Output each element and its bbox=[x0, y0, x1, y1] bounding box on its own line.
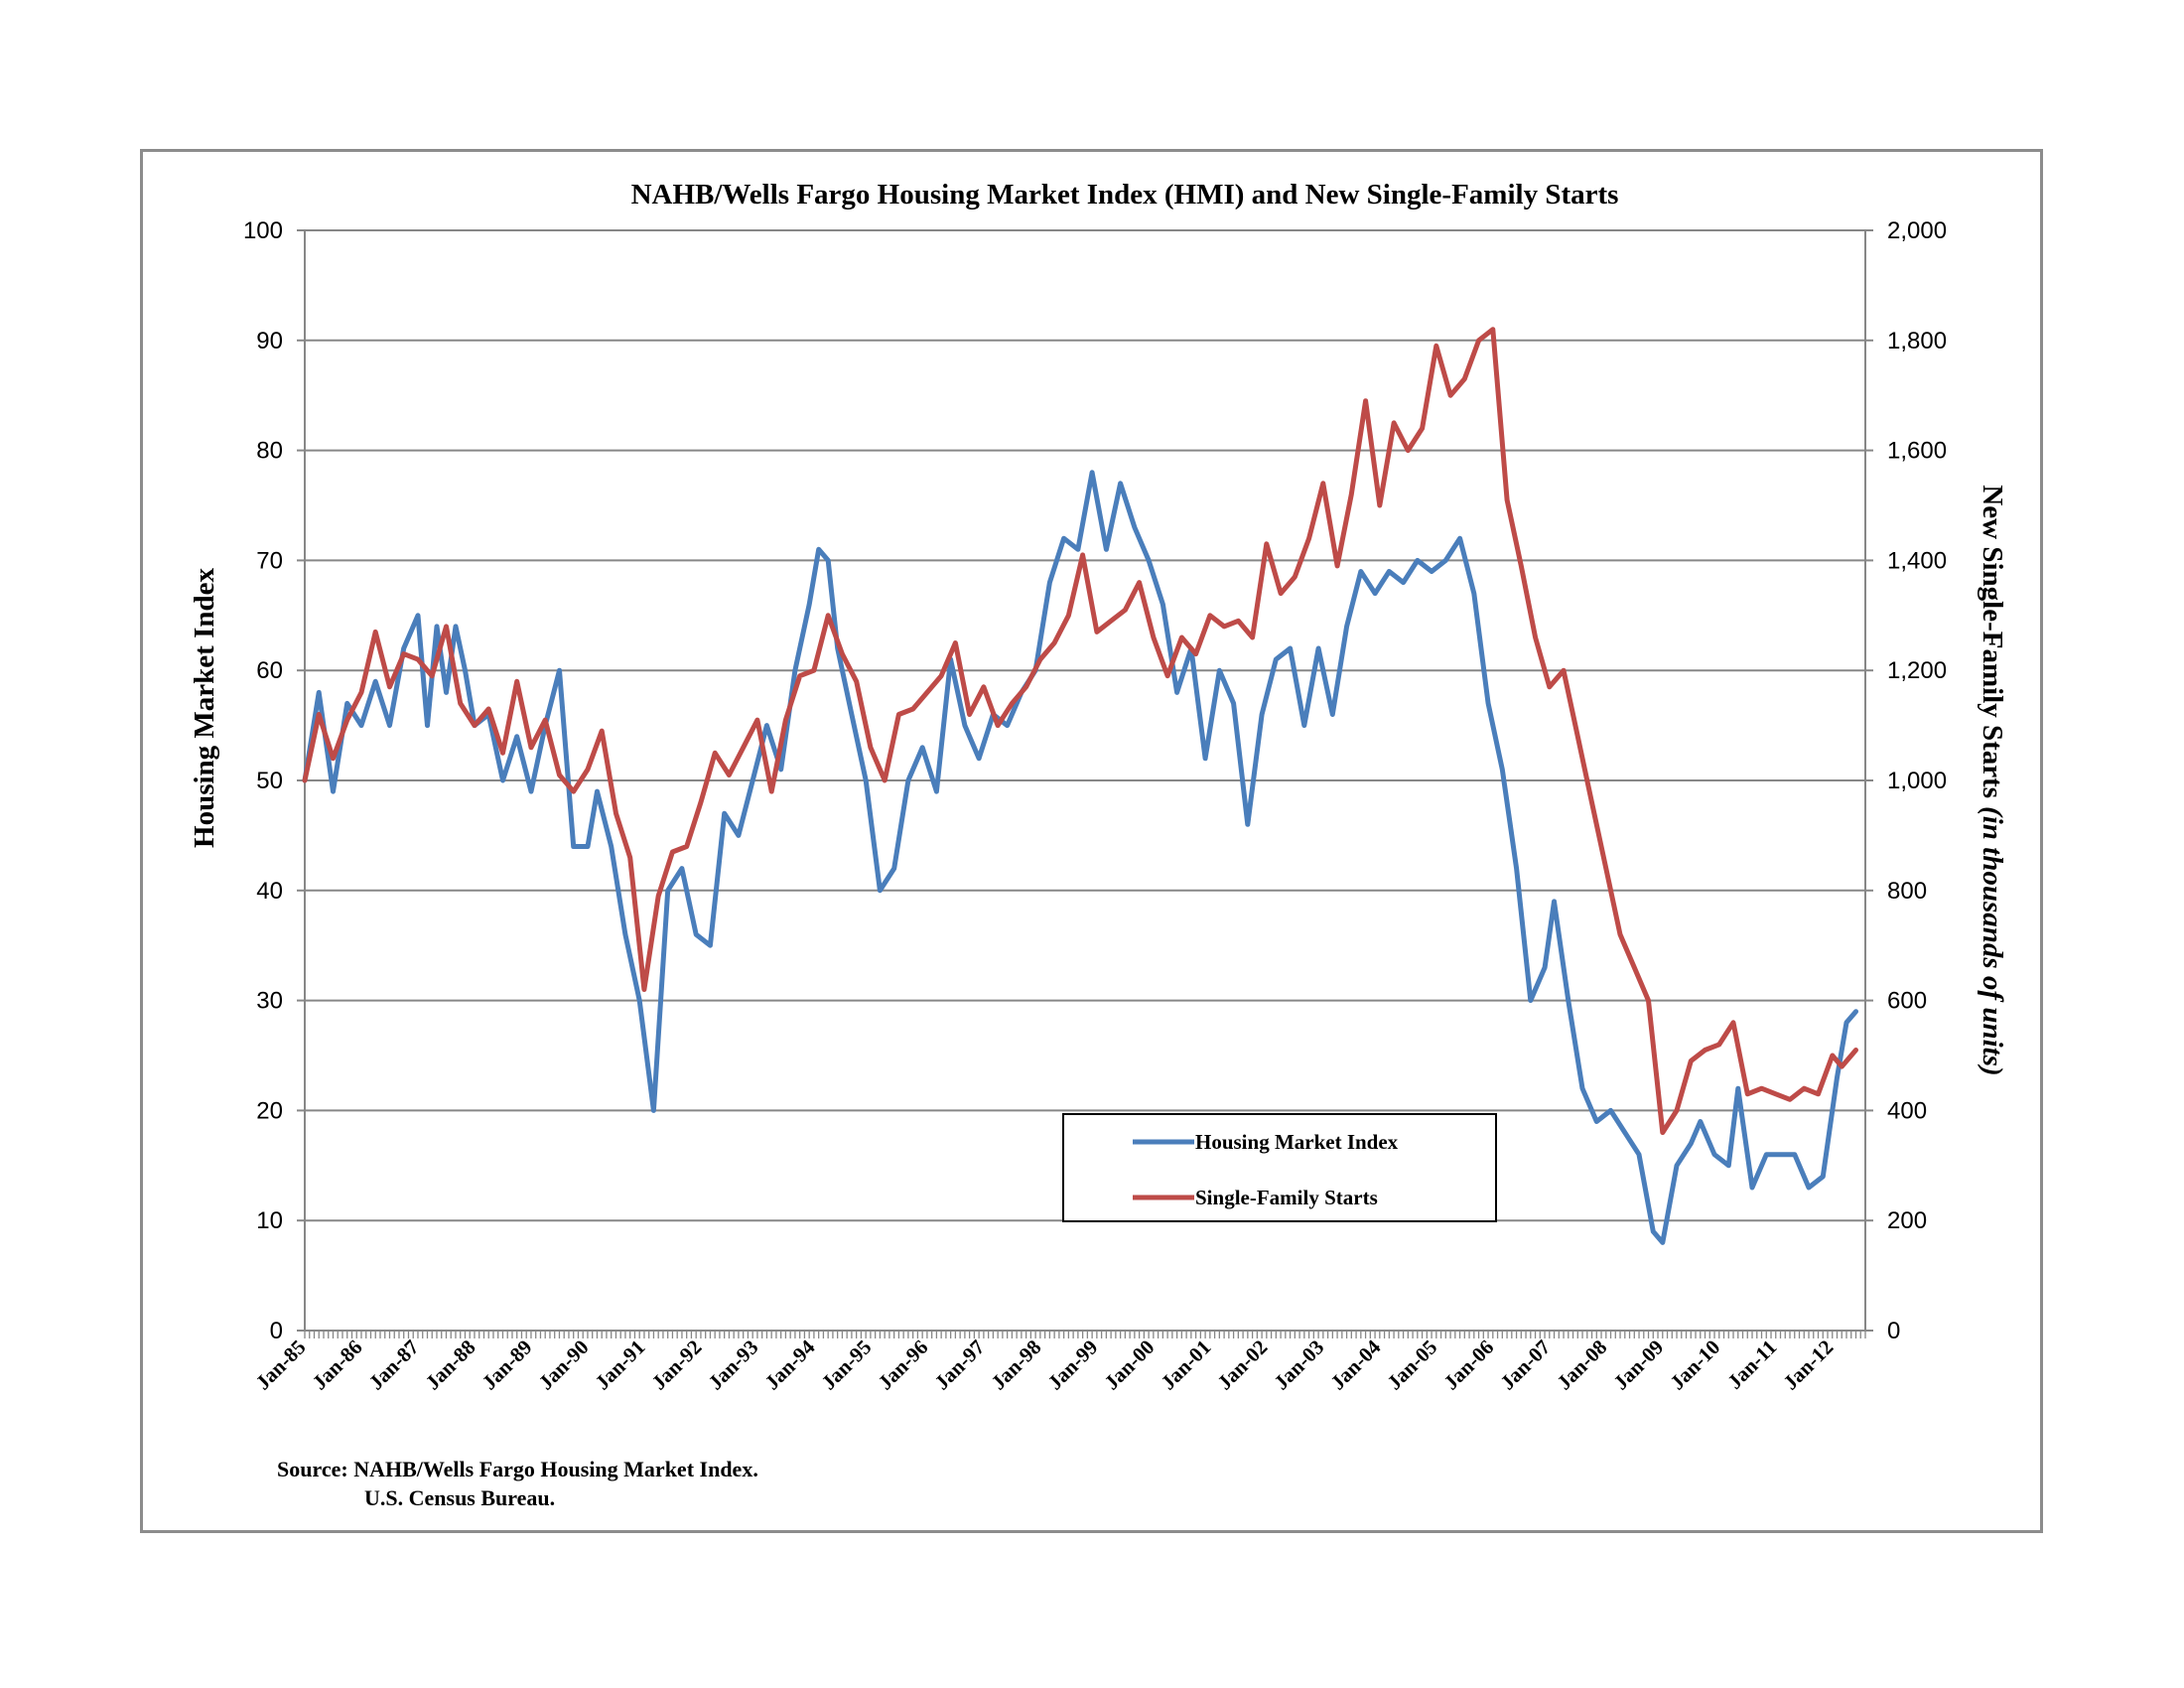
series-line-hmi bbox=[302, 470, 1858, 1245]
y-axis-left-label: Housing Market Index bbox=[189, 568, 220, 848]
y-left-tick-label: 60 bbox=[256, 657, 283, 684]
x-tick-label: Jan-06 bbox=[1438, 1336, 1498, 1395]
y-axis-right-ticks: 0 200 400 600 800 1,000 1,200 1,400 1,600 1,800 2,… bbox=[1865, 217, 1947, 1344]
y-right-tick-label: 400 bbox=[1887, 1097, 1927, 1124]
x-tick-label: Jan-01 bbox=[1157, 1336, 1216, 1395]
y-right-tick-label: 1,200 bbox=[1887, 657, 1947, 684]
x-tick-label: Jan-11 bbox=[1722, 1336, 1781, 1394]
x-tick-label: Jan-02 bbox=[1212, 1336, 1272, 1395]
y-right-tick-label: 1,600 bbox=[1887, 438, 1947, 465]
x-tick-label: Jan-88 bbox=[421, 1336, 480, 1395]
gridlines bbox=[305, 339, 1865, 1222]
x-tick-label: Jan-96 bbox=[874, 1336, 933, 1395]
x-tick-label: Jan-12 bbox=[1778, 1336, 1838, 1395]
y-axis-right-label: New Single-Family Starts (in thousands of… bbox=[1977, 485, 2008, 1075]
y-axis-left-ticks: 0 10 20 30 40 50 60 70 80 90 100 bbox=[243, 217, 305, 1344]
x-tick-label: Jan-94 bbox=[760, 1335, 820, 1394]
y-right-tick-label: 0 bbox=[1887, 1318, 1900, 1344]
x-tick-label: Jan-95 bbox=[817, 1336, 877, 1395]
x-tick-label: Jan-97 bbox=[930, 1336, 990, 1395]
x-axis-month-ticks bbox=[304, 1331, 1866, 1338]
legend: Housing Market Index Single-Family Start… bbox=[1062, 1113, 1497, 1222]
y-right-tick-label: 200 bbox=[1887, 1207, 1927, 1234]
y-left-tick-label: 30 bbox=[256, 988, 283, 1015]
x-tick-label: Jan-10 bbox=[1665, 1336, 1724, 1395]
x-tick-label: Jan-04 bbox=[1325, 1335, 1385, 1394]
y-left-tick-label: 70 bbox=[256, 547, 283, 574]
series-lines bbox=[302, 327, 1858, 1245]
y-right-tick-label: 1,800 bbox=[1887, 328, 1947, 354]
x-tick-label: Jan-86 bbox=[308, 1336, 367, 1395]
y-left-tick-label: 50 bbox=[256, 768, 283, 794]
source-line-2: U.S. Census Bureau. bbox=[364, 1485, 555, 1510]
y-left-tick-label: 0 bbox=[270, 1318, 283, 1344]
x-tick-label: Jan-87 bbox=[364, 1336, 424, 1395]
y-right-tick-label: 800 bbox=[1887, 878, 1927, 905]
series-line-starts bbox=[302, 327, 1858, 1136]
x-tick-label: Jan-91 bbox=[591, 1336, 650, 1395]
y-right-tick-label: 1,400 bbox=[1887, 547, 1947, 574]
x-tick-label: Jan-90 bbox=[534, 1336, 594, 1395]
x-tick-label: Jan-03 bbox=[1269, 1336, 1328, 1395]
x-tick-label: Jan-99 bbox=[1043, 1336, 1103, 1395]
x-tick-label: Jan-92 bbox=[647, 1336, 707, 1395]
x-tick-label: Jan-93 bbox=[704, 1336, 763, 1395]
x-tick-label: Jan-98 bbox=[987, 1336, 1046, 1395]
x-axis-tick-labels: Jan-85Jan-86Jan-87Jan-88Jan-89Jan-90Jan-… bbox=[251, 1335, 1839, 1394]
y-right-tick-label: 2,000 bbox=[1887, 217, 1947, 244]
legend-label-starts: Single-Family Starts bbox=[1195, 1186, 1378, 1209]
x-tick-label: Jan-89 bbox=[478, 1336, 537, 1395]
y-left-tick-label: 80 bbox=[256, 438, 283, 465]
x-tick-label: Jan-00 bbox=[1100, 1336, 1160, 1395]
y-left-tick-label: 90 bbox=[256, 328, 283, 354]
chart-title: NAHB/Wells Fargo Housing Market Index (H… bbox=[631, 179, 1619, 211]
legend-label-hmi: Housing Market Index bbox=[1195, 1130, 1399, 1154]
y-left-tick-label: 100 bbox=[243, 217, 283, 244]
y-left-tick-label: 20 bbox=[256, 1097, 283, 1124]
legend-box bbox=[1062, 1113, 1497, 1222]
y-axis-right-label-main: New Single-Family Starts bbox=[1977, 485, 2008, 798]
chart-frame bbox=[140, 149, 2043, 1533]
x-axis-minor-ticks bbox=[304, 1331, 1866, 1338]
x-tick-label: Jan-05 bbox=[1382, 1336, 1441, 1395]
x-tick-label: Jan-08 bbox=[1552, 1336, 1611, 1395]
y-right-tick-label: 600 bbox=[1887, 988, 1927, 1015]
x-tick-label: Jan-07 bbox=[1495, 1336, 1555, 1395]
y-right-tick-label: 1,000 bbox=[1887, 768, 1947, 794]
y-axis-right-label-units: (in thousands of units) bbox=[1977, 806, 2008, 1076]
source-line-1: Source: NAHB/Wells Fargo Housing Market … bbox=[277, 1457, 758, 1481]
x-tick-label: Jan-09 bbox=[1608, 1336, 1668, 1395]
y-left-tick-label: 40 bbox=[256, 878, 283, 905]
y-left-tick-label: 10 bbox=[256, 1207, 283, 1234]
